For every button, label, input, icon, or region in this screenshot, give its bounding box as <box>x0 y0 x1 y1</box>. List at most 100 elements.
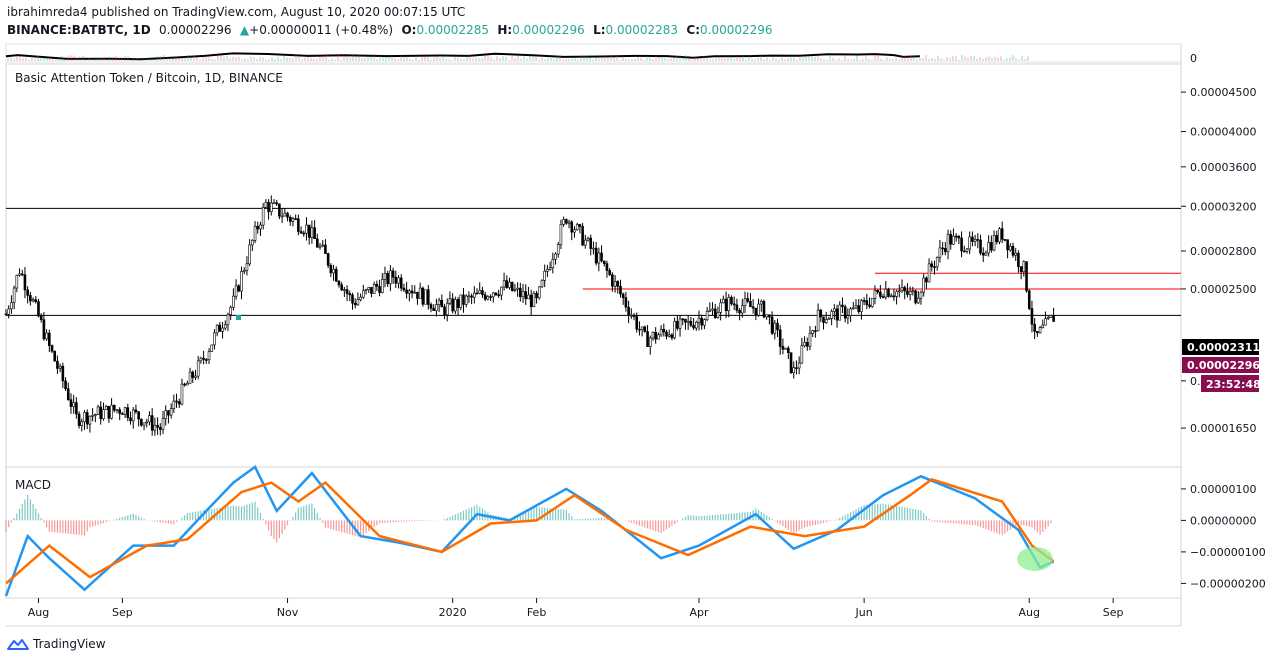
candle-body <box>94 414 97 416</box>
candle-body <box>340 284 343 291</box>
candle-body <box>435 304 438 311</box>
candle-body <box>578 224 582 227</box>
candle-body <box>356 299 360 306</box>
candle-body <box>121 413 124 415</box>
candle-body <box>1011 245 1015 256</box>
candle-body <box>646 331 649 347</box>
high-value: 0.00002296 <box>512 23 585 37</box>
candle-body <box>486 296 490 300</box>
candle-body <box>332 268 335 274</box>
candle-body <box>613 281 617 287</box>
navigator[interactable]: 0 <box>5 43 1197 65</box>
candle-body <box>1052 315 1055 322</box>
candle-body <box>205 359 208 361</box>
macd-axis[interactable]: 0.00000100 0.00000000 −0.00000100 −0.000002… <box>1181 483 1266 591</box>
candle-body <box>294 218 297 220</box>
candle-body <box>110 404 113 419</box>
candle-body <box>153 424 157 431</box>
candle-body <box>418 287 422 299</box>
candle-body <box>605 263 609 271</box>
candle-body <box>770 316 774 334</box>
price-pane-title: Basic Attention Token / Bitcoin, 1D, BIN… <box>15 71 283 85</box>
candle-body <box>908 290 912 295</box>
candle-body <box>1003 239 1007 241</box>
candle-body <box>962 250 966 253</box>
candle-body <box>45 332 48 340</box>
macd-line <box>4 465 1055 597</box>
candle-body <box>749 300 752 308</box>
candle-body <box>305 224 308 234</box>
candle-body <box>678 318 682 329</box>
candle-body <box>253 225 257 241</box>
candle-body <box>727 296 731 312</box>
candle-body <box>464 295 468 305</box>
candle-body <box>776 322 779 331</box>
candle-body <box>424 289 427 305</box>
candle-body <box>868 304 871 307</box>
candle-body <box>1006 239 1009 251</box>
candle-body <box>448 298 452 304</box>
last-price-label: 0.00002296 <box>1182 357 1260 373</box>
candle-body <box>432 307 436 311</box>
candle-body <box>118 409 121 414</box>
candle-body <box>31 299 35 302</box>
candle-body <box>386 272 389 285</box>
candle-body <box>979 239 982 254</box>
candle-body <box>370 287 373 294</box>
open-value: 0.00002285 <box>416 23 489 37</box>
candle-body <box>1033 323 1036 332</box>
candle-body <box>762 301 766 318</box>
candle-body <box>935 256 939 268</box>
brand-name[interactable]: TradingView <box>33 637 106 651</box>
candle-body <box>529 294 533 307</box>
countdown-label: 23:52:48 <box>1201 375 1261 392</box>
horizontal-levels[interactable] <box>6 207 1181 316</box>
candle-body <box>324 244 327 254</box>
candle-body <box>865 300 869 306</box>
candle-body <box>91 415 94 417</box>
macd-histogram <box>5 494 1052 543</box>
candle-body <box>846 315 850 319</box>
candle-body <box>462 294 465 305</box>
candle-body <box>662 328 666 333</box>
candle-body <box>37 301 40 317</box>
candle-body <box>510 281 514 291</box>
candle-body <box>240 271 243 292</box>
candle-body <box>408 290 411 294</box>
macd-tick-label: 0.00000100 <box>1190 483 1256 496</box>
candle-body <box>746 298 750 302</box>
candle-body <box>911 290 915 293</box>
resistance-price-label: 0.00002311 <box>1182 339 1260 355</box>
candle-body <box>459 294 463 308</box>
candle-body <box>521 291 525 298</box>
candle-body <box>862 300 866 302</box>
candle-body <box>835 308 839 321</box>
time-axis[interactable]: Aug Sep Nov 2020 Feb Apr Jun Aug Sep <box>28 598 1124 619</box>
candle-body <box>873 289 877 299</box>
candle-body <box>960 237 963 252</box>
candle-body <box>903 287 907 292</box>
price-tick-label: 0.00004000 <box>1190 126 1256 139</box>
candle-body <box>321 244 325 247</box>
candle-body <box>351 294 354 304</box>
close-value: 0.00002296 <box>700 23 773 37</box>
candle-body <box>80 421 84 426</box>
candle-body <box>808 333 812 347</box>
price-tick-label: 0.00003600 <box>1190 161 1256 174</box>
candle-body <box>364 289 368 291</box>
candle-body <box>194 375 197 378</box>
candle-body <box>822 316 825 323</box>
candle-body <box>397 277 400 284</box>
change-arrow-icon: ▲ <box>239 23 250 37</box>
macd-tick-label: 0.00000000 <box>1190 514 1256 527</box>
candle-body <box>164 410 168 419</box>
candle-body <box>938 247 942 258</box>
tradingview-logo-icon[interactable] <box>6 638 30 652</box>
candle-body <box>686 320 690 323</box>
highlight-circle[interactable] <box>1017 547 1053 571</box>
candle-body <box>15 274 19 289</box>
candle-body <box>470 295 473 298</box>
candle-body <box>313 227 316 240</box>
symbol-name[interactable]: BINANCE:BATBTC, 1D <box>7 23 151 37</box>
